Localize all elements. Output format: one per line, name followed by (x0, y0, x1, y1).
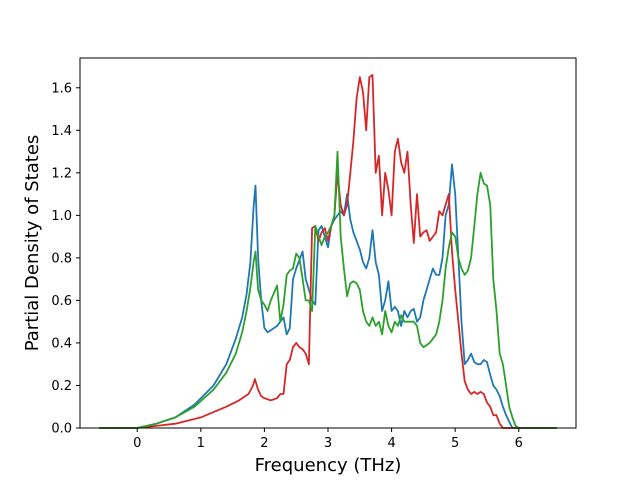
y-tick-label: 1.2 (51, 166, 72, 181)
series-lines (99, 74, 557, 429)
x-tick-label: 2 (260, 436, 268, 451)
y-tick-label: 0.4 (51, 336, 72, 351)
x-axis-ticks: 0 1 2 3 4 5 6 (133, 428, 523, 451)
y-tick-label: 1.0 (51, 209, 72, 224)
x-tick-label: 0 (133, 436, 141, 451)
series-line-1 (99, 163, 557, 429)
y-axis-label: Partial Density of States (22, 135, 43, 352)
x-tick-label: 5 (451, 436, 459, 451)
x-tick-label: 4 (387, 436, 395, 451)
y-tick-label: 0.8 (51, 251, 72, 266)
y-axis-ticks: 0.0 0.2 0.4 0.6 0.8 1.0 1.2 1.4 1.6 (51, 81, 80, 437)
y-tick-label: 0.6 (51, 294, 72, 309)
x-tick-label: 1 (197, 436, 205, 451)
x-tick-label: 6 (515, 436, 523, 451)
y-tick-label: 1.4 (51, 124, 72, 139)
x-axis-label: Frequency (THz) (255, 455, 402, 476)
y-tick-label: 1.6 (51, 81, 72, 96)
y-tick-label: 0.0 (51, 422, 72, 437)
series-line-2 (99, 74, 557, 429)
series-line-3 (99, 150, 557, 429)
x-tick-label: 3 (324, 436, 332, 451)
y-tick-label: 0.2 (51, 379, 72, 394)
